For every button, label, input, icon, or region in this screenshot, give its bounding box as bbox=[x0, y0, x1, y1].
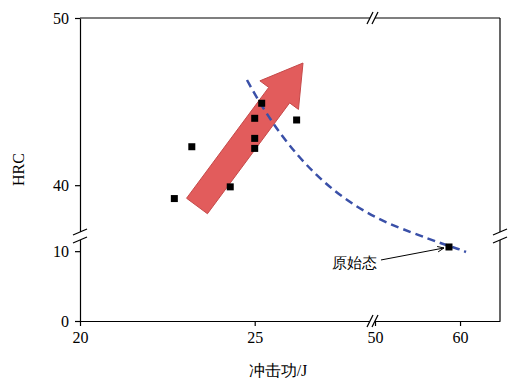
break-mark bbox=[372, 315, 378, 327]
annotation-text: 原始态 bbox=[332, 254, 377, 272]
tick: 25 bbox=[247, 321, 263, 346]
tick-label: 40 bbox=[53, 177, 69, 194]
tick-mark bbox=[460, 321, 461, 326]
tick: 20 bbox=[73, 321, 89, 346]
break-mark bbox=[493, 229, 507, 235]
frame-right bbox=[499, 18, 500, 321]
tick-mark bbox=[75, 18, 80, 19]
decoration bbox=[187, 63, 466, 252]
break-mark bbox=[493, 237, 507, 243]
trend-curve bbox=[247, 80, 466, 252]
tick-mark bbox=[255, 321, 256, 326]
tick-label: 50 bbox=[368, 329, 384, 346]
point bbox=[171, 195, 178, 202]
x-axis-title: 冲击功/J bbox=[249, 362, 308, 379]
tick: 10 bbox=[53, 243, 80, 260]
tick-mark bbox=[75, 251, 80, 252]
break-mark bbox=[73, 237, 87, 243]
tick: 50 bbox=[368, 321, 384, 346]
y-axis: 0 10 40 50 bbox=[53, 10, 81, 330]
point bbox=[445, 243, 452, 250]
tick-mark bbox=[75, 321, 80, 322]
point bbox=[251, 145, 258, 152]
tick-label: 20 bbox=[73, 329, 89, 346]
point bbox=[293, 116, 300, 123]
tick-mark bbox=[75, 185, 80, 186]
break-mark bbox=[372, 12, 378, 24]
tick-label: 50 bbox=[53, 10, 69, 27]
annotation-line bbox=[381, 248, 444, 260]
annotation-arrowhead bbox=[437, 247, 444, 252]
points bbox=[171, 100, 453, 251]
break-mark bbox=[367, 315, 373, 327]
axis-breaks bbox=[73, 12, 507, 327]
chart: 20 25 50 60 0 10 40 50 原始态冲击功/J HRC bbox=[0, 0, 522, 384]
axis-line bbox=[80, 19, 81, 322]
tick-label: 60 bbox=[453, 329, 469, 346]
tick-label: 10 bbox=[53, 243, 69, 260]
tick-mark bbox=[80, 321, 81, 326]
point bbox=[251, 115, 258, 122]
y-axis-title: HRC bbox=[10, 153, 27, 186]
tick: 0 bbox=[61, 313, 80, 330]
point bbox=[258, 100, 265, 107]
point bbox=[251, 135, 258, 142]
tick-label: 25 bbox=[247, 329, 263, 346]
tick: 50 bbox=[53, 10, 80, 27]
axis-line bbox=[81, 321, 501, 322]
frame-top bbox=[80, 17, 500, 18]
point bbox=[227, 183, 234, 190]
point bbox=[188, 143, 195, 150]
annotation: 原始态 bbox=[332, 247, 444, 272]
tick: 40 bbox=[53, 177, 80, 194]
tick-label: 0 bbox=[61, 313, 69, 330]
tick: 60 bbox=[453, 321, 469, 346]
break-mark bbox=[73, 229, 87, 235]
x-axis: 20 25 50 60 bbox=[73, 321, 501, 346]
break-mark bbox=[367, 12, 373, 24]
